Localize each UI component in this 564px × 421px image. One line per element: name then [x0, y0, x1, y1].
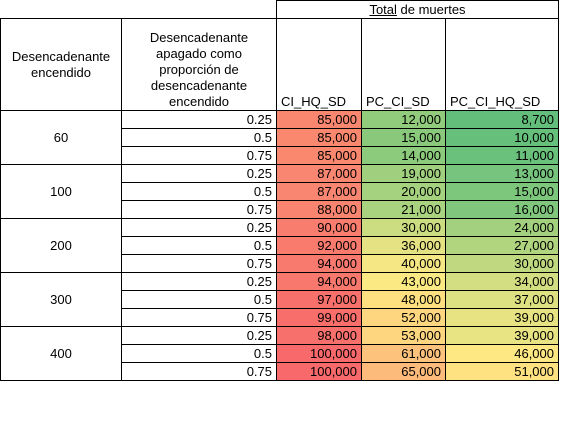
table-title: Total de muertes — [276, 0, 559, 19]
value-cell: 24,000 — [445, 218, 559, 237]
value-cell: 37,000 — [445, 290, 559, 309]
value-cell: 85,000 — [276, 146, 362, 165]
value-cell: 39,000 — [445, 326, 559, 345]
value-cell: 48,000 — [361, 290, 446, 309]
value-cell: 10,000 — [445, 128, 559, 147]
blank-corner — [1, 1, 122, 19]
trigger-value-cell: 60 — [0, 110, 122, 165]
ratio-cell: 0.25 — [121, 272, 277, 291]
value-cell: 52,000 — [361, 308, 446, 327]
header-col-pc-ci-sd: PC_CI_SD — [361, 18, 446, 111]
value-cell: 94,000 — [276, 254, 362, 273]
ratio-cell: 0.75 — [121, 254, 277, 273]
header-trigger-off: Desencadenante apagado como proporción d… — [121, 18, 277, 111]
table-row: 60 0.25 85,000 12,000 8,700 — [0, 110, 559, 165]
value-cell: 99,000 — [276, 308, 362, 327]
value-cell: 87,000 — [276, 164, 362, 183]
value-cell: 15,000 — [445, 182, 559, 201]
value-cell: 16,000 — [445, 200, 559, 219]
table-row: 0.75 100,000 65,000 51,000 — [1, 362, 559, 381]
value-cell: 14,000 — [361, 146, 446, 165]
value-cell: 20,000 — [361, 182, 446, 201]
value-cell: 39,000 — [445, 308, 559, 327]
blank-corner-2 — [122, 1, 277, 19]
header-trigger-on: Desencadenante encendido — [0, 18, 122, 111]
value-cell: 94,000 — [276, 272, 362, 291]
title-underlined: Total — [369, 1, 397, 17]
table-row: 400 0.25 98,000 53,000 39,000 — [0, 326, 559, 381]
ratio-cell: 0.5 — [121, 344, 277, 363]
table-row: 0.5 92,000 36,000 27,000 — [1, 236, 559, 255]
value-cell: 97,000 — [276, 290, 362, 309]
trigger-value-cell: 100 — [0, 164, 122, 219]
value-cell: 98,000 — [276, 326, 362, 345]
ratio-cell: 0.75 — [121, 362, 277, 381]
value-cell: 90,000 — [276, 218, 362, 237]
value-cell: 34,000 — [445, 272, 559, 291]
value-cell: 12,000 — [361, 110, 446, 129]
value-cell: 61,000 — [361, 344, 446, 363]
trigger-value-cell: 400 — [0, 326, 122, 381]
value-cell: 30,000 — [361, 218, 446, 237]
ratio-cell: 0.25 — [121, 218, 277, 237]
value-cell: 85,000 — [276, 128, 362, 147]
table-row: 100 0.25 87,000 19,000 13,000 — [0, 164, 559, 219]
ratio-cell: 0.75 — [121, 308, 277, 327]
value-cell: 43,000 — [361, 272, 446, 291]
table-row: 0.75 99,000 52,000 39,000 — [1, 308, 559, 327]
value-cell: 8,700 — [445, 110, 559, 129]
value-cell: 92,000 — [276, 236, 362, 255]
value-cell: 53,000 — [361, 326, 446, 345]
header-col-ci-hq-sd: CI_HQ_SD — [276, 18, 362, 111]
value-cell: 100,000 — [276, 344, 362, 363]
table-row: 0.5 97,000 48,000 37,000 — [1, 290, 559, 309]
table-row: 0.5 100,000 61,000 46,000 — [1, 344, 559, 363]
value-cell: 87,000 — [276, 182, 362, 201]
ratio-cell: 0.75 — [121, 146, 277, 165]
trigger-value-cell: 300 — [0, 272, 122, 327]
ratio-cell: 0.75 — [121, 200, 277, 219]
value-cell: 65,000 — [361, 362, 446, 381]
deaths-table: Total de muertes Desencadenante encendid… — [0, 0, 559, 381]
table-row: 0.5 87,000 20,000 15,000 — [1, 182, 559, 201]
value-cell: 15,000 — [361, 128, 446, 147]
value-cell: 51,000 — [445, 362, 559, 381]
value-cell: 30,000 — [445, 254, 559, 273]
header-col-pc-ci-hq-sd: PC_CI_HQ_SD — [445, 18, 559, 111]
title-rest: de muertes — [396, 1, 466, 17]
ratio-cell: 0.5 — [121, 182, 277, 201]
value-cell: 36,000 — [361, 236, 446, 255]
table-row: 200 0.25 90,000 30,000 24,000 — [0, 218, 559, 273]
value-cell: 40,000 — [361, 254, 446, 273]
ratio-cell: 0.25 — [121, 110, 277, 129]
value-cell: 19,000 — [361, 164, 446, 183]
ratio-cell: 0.5 — [121, 236, 277, 255]
trigger-value-cell: 200 — [0, 218, 122, 273]
value-cell: 46,000 — [445, 344, 559, 363]
value-cell: 13,000 — [445, 164, 559, 183]
value-cell: 27,000 — [445, 236, 559, 255]
ratio-cell: 0.5 — [121, 128, 277, 147]
table-row: 0.5 85,000 15,000 10,000 — [1, 128, 559, 147]
value-cell: 21,000 — [361, 200, 446, 219]
ratio-cell: 0.5 — [121, 290, 277, 309]
value-cell: 100,000 — [276, 362, 362, 381]
value-cell: 11,000 — [445, 146, 559, 165]
value-cell: 88,000 — [276, 200, 362, 219]
table-row: 0.75 88,000 21,000 16,000 — [1, 200, 559, 219]
ratio-cell: 0.25 — [121, 326, 277, 345]
ratio-cell: 0.25 — [121, 164, 277, 183]
table-row: 300 0.25 94,000 43,000 34,000 — [0, 272, 559, 327]
value-cell: 85,000 — [276, 110, 362, 129]
